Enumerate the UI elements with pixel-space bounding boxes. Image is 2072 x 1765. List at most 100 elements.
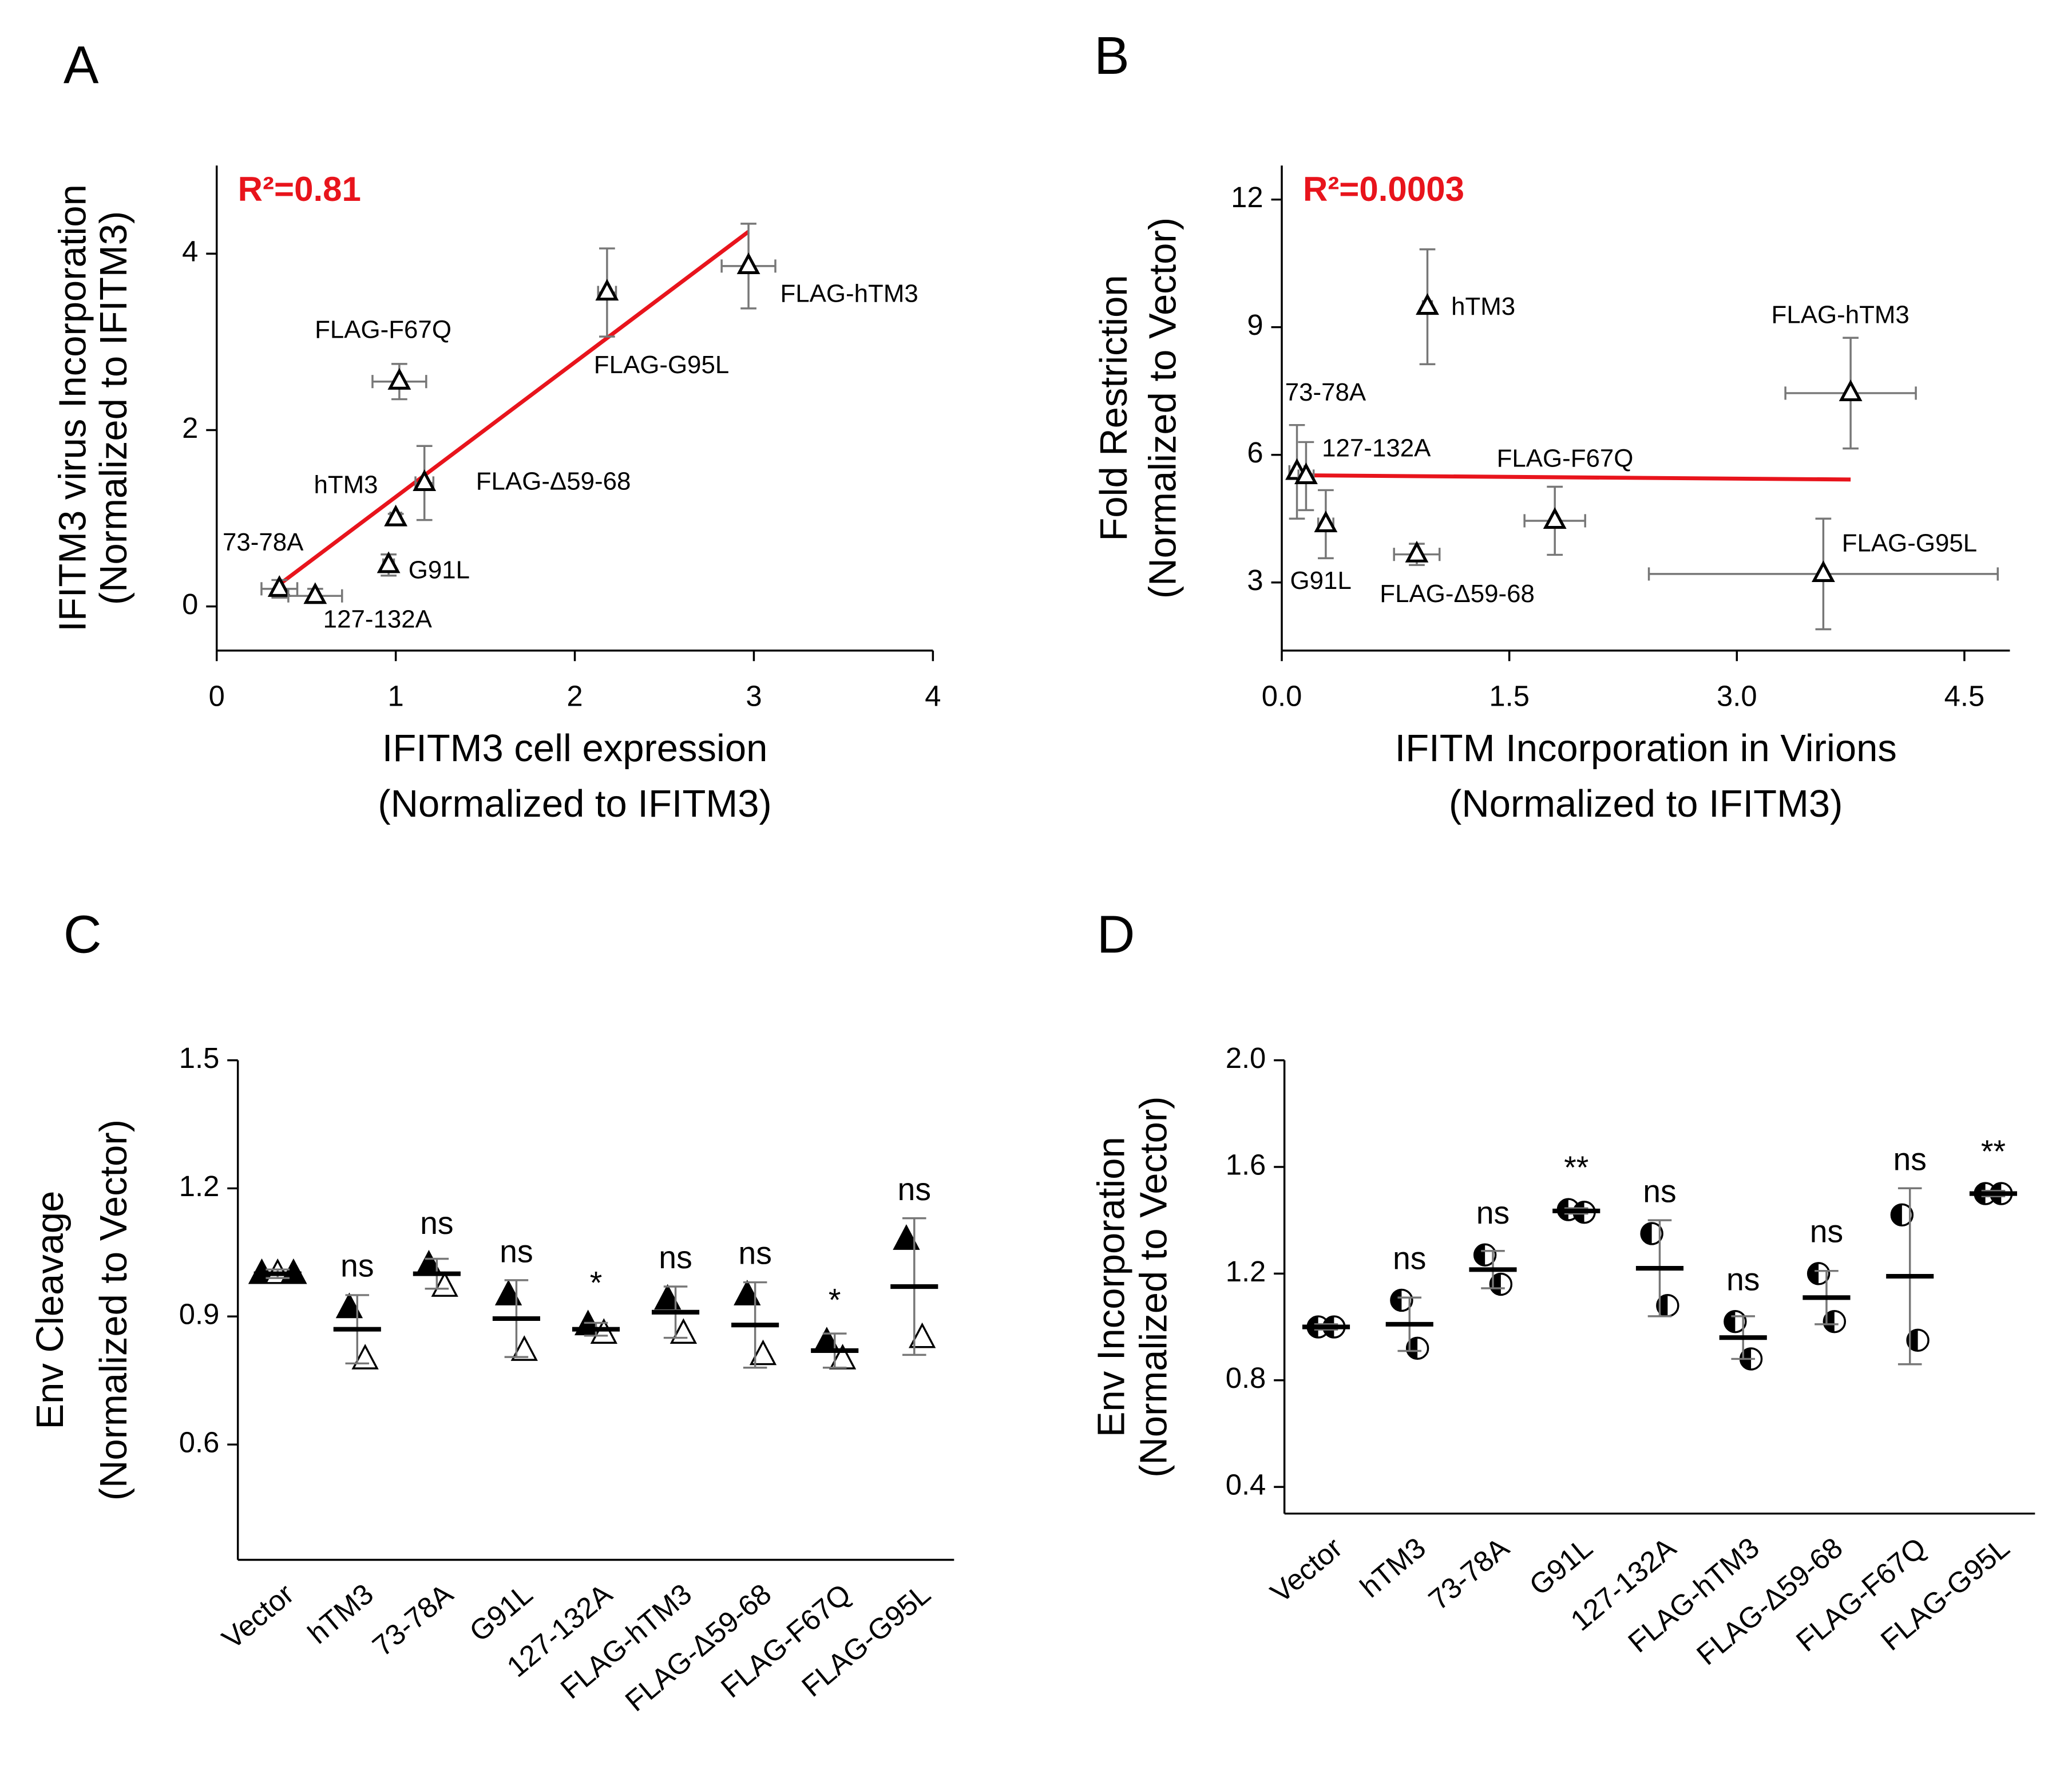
- point: [1543, 507, 1567, 529]
- point: [1806, 1262, 1831, 1285]
- point-label: hTM3: [314, 471, 378, 499]
- point-fill: [1891, 1204, 1902, 1226]
- panel: D 0.4 0.8 1.2 1.6 2.0 Env Incorporation(Normal…: [1090, 905, 2035, 1671]
- panel-letter: C: [64, 905, 102, 964]
- point-label: FLAG-hTM3: [780, 279, 918, 307]
- point: [736, 252, 760, 274]
- point-label: FLAG-Δ59-68: [476, 468, 631, 496]
- y-tick-label: 4: [182, 235, 198, 268]
- point-label: 73-78A: [1285, 378, 1366, 406]
- x-tick-label: 1: [388, 679, 404, 712]
- point-fill: [1474, 1244, 1485, 1266]
- point: [431, 1271, 458, 1297]
- point: [908, 1322, 936, 1348]
- point: [335, 1292, 363, 1319]
- r-squared: R²=0.0003: [1303, 170, 1464, 208]
- point-label: FLAG-F67Q: [315, 316, 451, 344]
- x-tick-label: 2: [566, 679, 583, 712]
- point: [1640, 1222, 1663, 1245]
- y-tick-label: 3: [1247, 564, 1263, 596]
- point: [1839, 379, 1863, 402]
- point: [1489, 1272, 1513, 1296]
- x-tick-label: 3.0: [1717, 679, 1757, 712]
- y-tick-label: 0.9: [179, 1298, 220, 1331]
- point-label: FLAG-G95L: [1842, 529, 1977, 557]
- point-fill: [1824, 1311, 1835, 1332]
- significance: ns: [500, 1233, 533, 1269]
- panel-letter: D: [1097, 905, 1135, 964]
- significance: ns: [1893, 1142, 1927, 1177]
- significance: ns: [340, 1248, 374, 1284]
- point: [303, 582, 327, 604]
- point: [1390, 1288, 1413, 1312]
- x-tick-label: 0.0: [1262, 679, 1302, 712]
- y-tick-label: 12: [1231, 181, 1263, 213]
- x-tick-label: hTM3: [1354, 1531, 1432, 1604]
- significance: *: [829, 1282, 841, 1317]
- significance: ns: [420, 1205, 454, 1241]
- point: [384, 504, 408, 527]
- fit-line: [278, 229, 750, 586]
- significance: *: [590, 1265, 603, 1301]
- point-fill: [1641, 1222, 1652, 1244]
- significance: ns: [898, 1172, 932, 1207]
- x-axis-label: IFITM Incorporation in Virions: [1395, 727, 1897, 770]
- x-tick-label: FLAG-Δ59-68: [1690, 1531, 1849, 1671]
- y-axis-label: (Normalized to Vector): [1142, 217, 1184, 599]
- x-tick-label: Vector: [216, 1577, 300, 1655]
- fit-line: [1297, 473, 1851, 482]
- panel: C 0.6 0.9 1.2 1.5 Env Cleavage (Normalized to …: [29, 905, 954, 1717]
- y-tick-label: 0.4: [1226, 1469, 1266, 1501]
- point-fill: [1808, 1263, 1819, 1284]
- y-axis-label: (Normalized to Vector): [1132, 1097, 1175, 1478]
- y-tick-label: 1.2: [1226, 1255, 1266, 1288]
- panel: B 3 6 9 12 Fold Restriction (Normalized to Vec…: [1092, 26, 2010, 825]
- point-fill: [1407, 1337, 1418, 1359]
- point: [1314, 510, 1338, 533]
- y-tick-label: 9: [1247, 308, 1263, 341]
- y-axis-label: (Normalized to Vector): [92, 1119, 135, 1501]
- significance: **: [1564, 1150, 1588, 1185]
- point-fill: [1724, 1311, 1736, 1332]
- y-tick-label: 0.6: [179, 1426, 220, 1459]
- point-label: FLAG-G95L: [594, 351, 729, 379]
- point: [595, 279, 619, 301]
- y-tick-label: 2: [182, 411, 198, 444]
- point-fill: [1390, 1289, 1402, 1311]
- x-axis-label: (Normalized to IFITM3): [378, 782, 771, 825]
- point: [893, 1224, 920, 1250]
- point: [734, 1280, 761, 1305]
- x-tick-label: 73-78A: [366, 1577, 459, 1663]
- y-axis-label: Env Cleavage: [29, 1191, 72, 1430]
- x-tick-label: 4.5: [1944, 679, 1985, 712]
- point: [1890, 1203, 1914, 1227]
- significance: **: [1981, 1134, 2006, 1169]
- x-tick-label: 1.5: [1489, 679, 1530, 712]
- significance: ns: [1810, 1214, 1844, 1249]
- x-tick-label: 3: [746, 679, 762, 712]
- y-tick-label: 2.0: [1226, 1042, 1266, 1074]
- y-axis-label: IFITM3 virus Incorporation: [51, 184, 94, 632]
- point: [510, 1335, 538, 1361]
- x-axis-label: IFITM3 cell expression: [382, 727, 768, 770]
- y-tick-label: 0.8: [1226, 1362, 1266, 1394]
- point-fill: [1907, 1329, 1918, 1351]
- point-label: 127-132A: [1322, 434, 1431, 462]
- y-tick-label: 6: [1247, 436, 1263, 469]
- point-fill: [1490, 1273, 1501, 1295]
- y-axis-label: Fold Restriction: [1092, 275, 1135, 541]
- point-label: G91L: [1290, 567, 1352, 595]
- significance: ns: [1643, 1174, 1677, 1209]
- y-tick-label: 1.2: [179, 1170, 220, 1202]
- point-label: FLAG-hTM3: [1772, 301, 1909, 329]
- point: [1811, 560, 1835, 582]
- point-label: 73-78A: [223, 528, 304, 556]
- point-fill: [1657, 1295, 1668, 1316]
- point-label: FLAG-F67Q: [1497, 444, 1634, 472]
- y-tick-label: 1.5: [179, 1042, 220, 1074]
- significance: ns: [738, 1235, 772, 1271]
- point-label: 127-132A: [323, 606, 433, 634]
- point-label: hTM3: [1451, 292, 1515, 320]
